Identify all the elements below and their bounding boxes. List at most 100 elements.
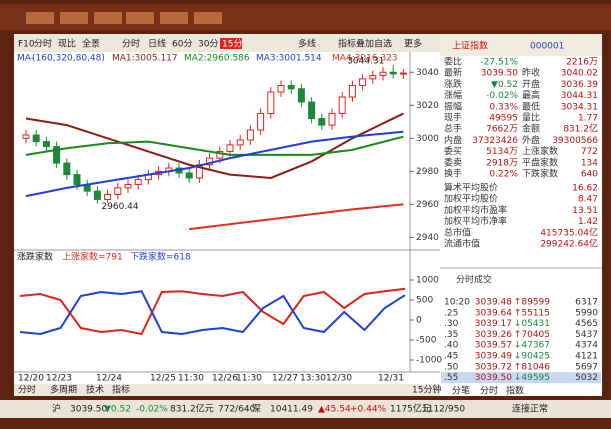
status-item: -0.02%: [136, 405, 168, 415]
tick-count: 6317: [575, 298, 598, 308]
toolbar-button[interactable]: 现比: [58, 38, 76, 50]
status-item: 1112/950: [422, 405, 465, 415]
tick-volume: ↑55115: [514, 308, 550, 318]
tab[interactable]: 多周期: [50, 384, 77, 396]
toolbar-button[interactable]: 分时: [122, 38, 140, 50]
tab[interactable]: 15分钟: [412, 384, 441, 396]
menu-button[interactable]: [194, 12, 222, 24]
toolbar-button[interactable]: 指标叠加: [338, 38, 374, 50]
y-tick-label: 0: [416, 316, 422, 326]
status-item: 深: [252, 404, 261, 415]
quote-value: 0.33%: [489, 102, 518, 112]
tick-volume: ↓47367: [514, 341, 550, 351]
tab[interactable]: 指标: [112, 384, 130, 396]
y-tick-label: 2960: [416, 200, 439, 210]
legend-entry: 下跌家数=618: [130, 251, 191, 263]
quote-value: 37323426: [472, 136, 518, 146]
ma-legend: MA4:3016.323: [332, 54, 398, 64]
tick-price: 3039.64: [475, 308, 512, 318]
tick-time: .55: [444, 373, 458, 383]
stat-label: 算术平均股价: [444, 182, 498, 194]
menu-button[interactable]: [126, 12, 154, 24]
tab-bar: [14, 384, 440, 396]
menu-button[interactable]: [94, 12, 122, 24]
toolbar-button[interactable]: 更多: [404, 38, 422, 50]
toolbar-button[interactable]: 分时: [34, 38, 52, 50]
panel-tab[interactable]: 指数: [506, 385, 524, 397]
stat-value: 299242.64亿: [540, 238, 598, 250]
quote-label: 最低: [522, 100, 540, 112]
status-item: ▲45.54: [318, 405, 351, 415]
quote-label: 委卖: [444, 156, 462, 168]
annotation: 2960.44: [101, 202, 138, 212]
toolbar-button[interactable]: 自选: [374, 38, 392, 50]
tick-time: .25: [444, 308, 458, 318]
quote-label: 换手: [444, 168, 462, 180]
tick-count: 5990: [575, 308, 598, 318]
quote-value: -0.02%: [486, 91, 518, 101]
quote-value: 1.77: [578, 114, 598, 124]
tab[interactable]: 技术: [86, 384, 104, 396]
ma-legend: MA-: [17, 54, 34, 64]
toolbar-button[interactable]: F10: [18, 40, 35, 50]
tick-time: .35: [444, 330, 458, 340]
status-item: 10411.49: [270, 405, 313, 415]
breadth-line: [19, 287, 406, 336]
toolbar-button[interactable]: 全景: [82, 38, 100, 50]
x-tick-label: 12/31: [378, 374, 404, 384]
y-tick-label: -500: [416, 336, 437, 346]
quote-header: [440, 34, 602, 56]
stat-label: 总市值: [444, 226, 471, 238]
tick-volume: ↑89599: [514, 298, 550, 308]
tick-count: 4121: [575, 352, 598, 362]
tick-price: 3039.57: [475, 341, 512, 351]
candle-body: [134, 179, 142, 186]
quote-label: 上涨家数: [522, 145, 558, 157]
x-tick-label: 12/26: [212, 374, 238, 384]
y-tick-label: 3040: [416, 68, 439, 78]
tick-time: 10:20: [444, 298, 470, 308]
panel-tab[interactable]: 分笔: [452, 385, 470, 397]
x-tick-label: 12/20: [18, 374, 44, 384]
stat-value: 16.62: [572, 184, 598, 194]
tab[interactable]: 分时: [18, 384, 36, 396]
toolbar-button[interactable]: 30分: [198, 39, 218, 50]
tick-volume: ↓49595: [514, 373, 550, 383]
tick-count: 5437: [575, 330, 598, 340]
content: F10 分时 现比 全景 分时 日线 60分 30分 15分 多线 指标叠加 自选 更多MA-(160,…: [17, 38, 602, 415]
status-item: 1175亿元: [390, 403, 431, 415]
toolbar-button[interactable]: 日线: [148, 38, 166, 50]
candle-body: [22, 134, 30, 139]
menu-buttons: [26, 12, 222, 24]
toolbar-button[interactable]: 多线: [298, 38, 316, 50]
menu-button[interactable]: [60, 12, 88, 24]
ma-legend: MA2:2960.586: [184, 54, 250, 64]
quote-label: 外盘: [522, 134, 540, 146]
toolbar-button[interactable]: 15分: [222, 39, 242, 50]
quote-value: 3034.31: [561, 102, 598, 112]
y-tick-label: 2940: [416, 233, 439, 243]
stat-label: 加权平均市盈率: [444, 204, 507, 216]
stat-value: 415735.04亿: [540, 226, 598, 238]
x-tick-label: 12/25: [150, 374, 176, 384]
candle-body: [93, 190, 101, 200]
quote-value: 3039.50: [481, 69, 518, 79]
selected-row: [441, 372, 601, 384]
quote-value: 831.2亿: [563, 123, 598, 135]
status-item: 连接正常: [512, 403, 548, 415]
tick-volume: ↓05431: [514, 319, 550, 329]
menu-button[interactable]: [160, 12, 188, 24]
menu-button[interactable]: [26, 12, 54, 24]
tick-volume: ↑70405: [514, 330, 550, 340]
quote-label: 下跌家数: [522, 168, 558, 180]
tick-price: 3039.26: [475, 330, 512, 340]
tick-count: 5032: [575, 373, 598, 383]
candle-body: [216, 151, 224, 159]
status-item: 772/640: [218, 405, 256, 415]
panel-tab[interactable]: 分时: [480, 385, 498, 397]
quote-label: 委买: [444, 145, 462, 157]
quote-value: 772: [581, 147, 598, 157]
toolbar-button[interactable]: 60分: [172, 39, 192, 50]
candle-body: [338, 96, 346, 115]
quote-value: 49595: [489, 114, 518, 124]
